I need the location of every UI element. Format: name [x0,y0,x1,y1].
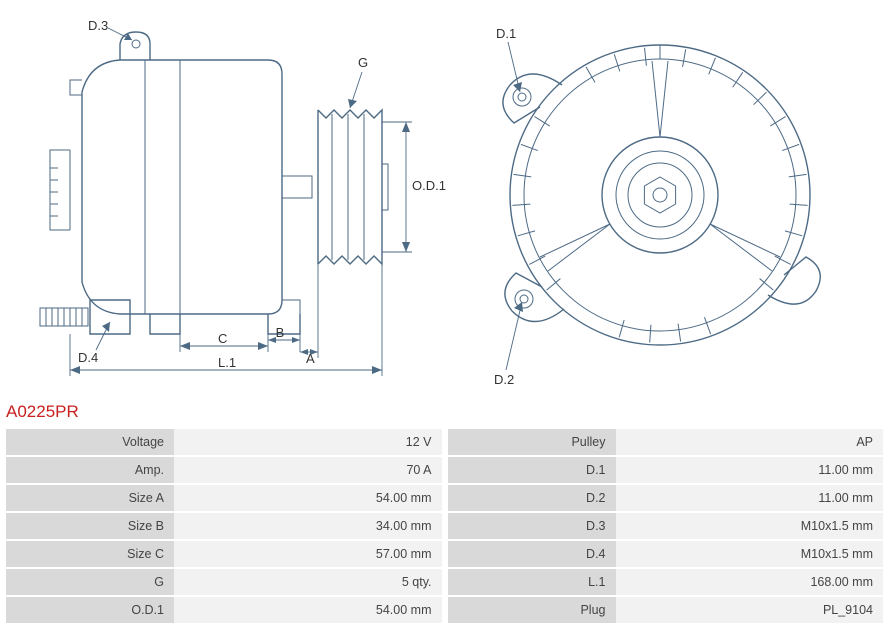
table-row: Size A54.00 mm [6,485,442,512]
diagram-area: D.3 G O.D.1 D.4 C B A [0,0,889,395]
table-row: L.1168.00 mm [448,569,884,596]
spec-value: 5 qty. [174,569,442,596]
spec-value: 11.00 mm [616,485,884,512]
spec-label: G [6,569,174,596]
spec-value: 54.00 mm [174,485,442,512]
spec-label: Pulley [448,429,616,456]
spec-label: D.3 [448,513,616,540]
spec-label: Plug [448,597,616,624]
spec-tables: Voltage12 VAmp.70 ASize A54.00 mmSize B3… [6,428,883,625]
callout-d3: D.3 [88,18,108,33]
front-view-drawing: D.1 D.2 [460,0,889,395]
spec-label: D.4 [448,541,616,568]
callout-d4: D.4 [78,350,98,365]
side-view-drawing: D.3 G O.D.1 D.4 C B A [0,0,450,395]
table-row: Voltage12 V [6,429,442,456]
spec-value: 12 V [174,429,442,456]
table-row: Size C57.00 mm [6,541,442,568]
spec-value: 168.00 mm [616,569,884,596]
callout-l1: L.1 [218,355,236,370]
table-row: Amp.70 A [6,457,442,484]
callout-d1: D.1 [496,26,516,41]
part-number: A0225PR [6,402,79,422]
spec-value: M10x1.5 mm [616,513,884,540]
table-row: D.3M10x1.5 mm [448,513,884,540]
spec-value: AP [616,429,884,456]
callout-b: B [276,325,285,340]
spec-label: Size B [6,513,174,540]
spec-label: Size A [6,485,174,512]
callout-c: C [218,331,227,346]
spec-value: PL_9104 [616,597,884,624]
spec-value: 11.00 mm [616,457,884,484]
spec-value: 34.00 mm [174,513,442,540]
table-row: D.111.00 mm [448,457,884,484]
spec-label: O.D.1 [6,597,174,624]
spec-value: 70 A [174,457,442,484]
spec-label: L.1 [448,569,616,596]
spec-value: 54.00 mm [174,597,442,624]
callout-a: A [306,351,315,366]
spec-value: M10x1.5 mm [616,541,884,568]
table-row: Size B34.00 mm [6,513,442,540]
table-row: G5 qty. [6,569,442,596]
spec-label: Amp. [6,457,174,484]
table-row: PulleyAP [448,429,884,456]
table-row: D.211.00 mm [448,485,884,512]
spec-table-left: Voltage12 VAmp.70 ASize A54.00 mmSize B3… [6,428,442,625]
callout-od1: O.D.1 [412,178,446,193]
callout-d2: D.2 [494,372,514,387]
spec-value: 57.00 mm [174,541,442,568]
spec-table-right: PulleyAPD.111.00 mmD.211.00 mmD.3M10x1.5… [448,428,884,625]
table-row: D.4M10x1.5 mm [448,541,884,568]
table-row: PlugPL_9104 [448,597,884,624]
spec-label: Voltage [6,429,174,456]
spec-label: Size C [6,541,174,568]
spec-label: D.2 [448,485,616,512]
table-row: O.D.154.00 mm [6,597,442,624]
callout-g: G [358,55,368,70]
spec-label: D.1 [448,457,616,484]
